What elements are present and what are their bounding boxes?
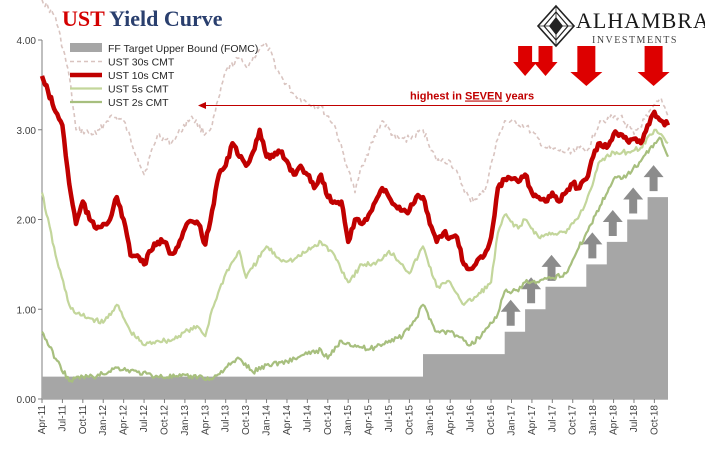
- logo-subtitle: INVESTMENTS: [592, 35, 678, 46]
- legend: FF Target Upper Bound (FOMC)UST 30s CMTU…: [70, 43, 258, 109]
- y-tick-label: 4.00: [17, 36, 37, 47]
- x-tick-label: Jan-17: [507, 405, 518, 436]
- annotation-text: highest in SEVEN years: [410, 91, 534, 103]
- down-arrow-icon: [533, 46, 558, 76]
- x-tick-label: Jul-18: [629, 405, 640, 433]
- x-tick-label: Oct-16: [486, 405, 497, 435]
- x-tick-label: Apr-11: [37, 405, 48, 435]
- series-line-ust-10s: [39, 75, 671, 272]
- up-arrow-icon: [623, 187, 644, 214]
- y-tick-label: 0.00: [17, 395, 37, 406]
- x-tick-label: Jul-17: [547, 405, 558, 433]
- x-tick-label: Jul-14: [302, 405, 313, 433]
- legend-label: UST 10s CMT: [108, 70, 175, 82]
- x-tick-label: Jan-12: [98, 405, 109, 436]
- y-tick-label: 3.00: [17, 126, 37, 137]
- up-arrow-icon: [602, 209, 623, 236]
- x-tick-label: Jul-11: [57, 405, 68, 432]
- x-tick-label: Apr-12: [119, 405, 130, 435]
- x-tick-label: Oct-11: [78, 405, 89, 435]
- down-arrow-icon: [570, 46, 603, 86]
- x-tick-label: Jul-15: [384, 405, 395, 433]
- x-tick-label: Apr-17: [527, 405, 538, 435]
- series-line-ust-2s: [41, 136, 669, 383]
- x-tick-label: Apr-18: [609, 405, 620, 435]
- up-arrow-icon: [643, 165, 664, 192]
- series-line-ust-5s: [40, 128, 669, 347]
- chart-title: UST Yield Curve: [62, 6, 223, 32]
- legend-label: UST 2s CMT: [108, 97, 169, 109]
- title-rest: Yield Curve: [109, 6, 223, 31]
- annotation-pre: highest in: [410, 91, 465, 103]
- diamond-mosaic-icon: [536, 4, 576, 48]
- x-tick-label: Oct-17: [568, 405, 579, 435]
- x-tick-label: Oct-14: [323, 405, 334, 435]
- legend-label: UST 30s CMT: [108, 57, 175, 69]
- annotation-arrowhead-icon: [198, 102, 206, 110]
- up-arrow-icon: [500, 299, 521, 326]
- x-tick-label: Jul-16: [466, 405, 477, 433]
- x-tick-label: Jan-14: [262, 405, 273, 436]
- down-arrow-icon: [513, 46, 538, 76]
- x-tick-label: Jan-13: [180, 405, 191, 436]
- y-tick-label: 2.00: [17, 216, 37, 227]
- up-arrow-icon: [582, 232, 603, 259]
- x-tick-label: Oct-15: [404, 405, 415, 435]
- legend-label: UST 5s CMT: [108, 84, 169, 96]
- legend-swatch-ff-target: [70, 43, 102, 52]
- up-arrow-icon: [541, 254, 562, 281]
- title-prefix: UST: [62, 6, 105, 31]
- legend-label: FF Target Upper Bound (FOMC): [108, 43, 258, 55]
- x-tick-label: Apr-14: [282, 405, 293, 435]
- annotation-post: years: [502, 91, 534, 103]
- x-tick-label: Oct-18: [649, 405, 660, 435]
- x-tick-label: Jan-18: [588, 405, 599, 436]
- x-tick-label: Jul-13: [221, 405, 232, 433]
- x-tick-label: Oct-13: [241, 405, 252, 435]
- x-tick-label: Apr-15: [364, 405, 375, 435]
- series-area-ff-target: [42, 197, 668, 399]
- annotation-emphasis: SEVEN: [465, 91, 502, 103]
- x-tick-label: Apr-13: [200, 405, 211, 435]
- brand-logo: ALHAMBRA INVESTMENTS: [536, 4, 705, 50]
- y-tick-label: 1.00: [17, 305, 37, 316]
- x-tick-label: Jul-12: [139, 405, 150, 433]
- x-tick-label: Jan-15: [343, 405, 354, 436]
- down-arrow-icon: [637, 46, 670, 86]
- logo-name: ALHAMBRA: [576, 8, 705, 33]
- x-tick-label: Apr-16: [445, 405, 456, 435]
- series-line-ust-30s: [41, 0, 669, 203]
- x-tick-label: Jan-16: [425, 405, 436, 436]
- x-tick-label: Oct-12: [159, 405, 170, 435]
